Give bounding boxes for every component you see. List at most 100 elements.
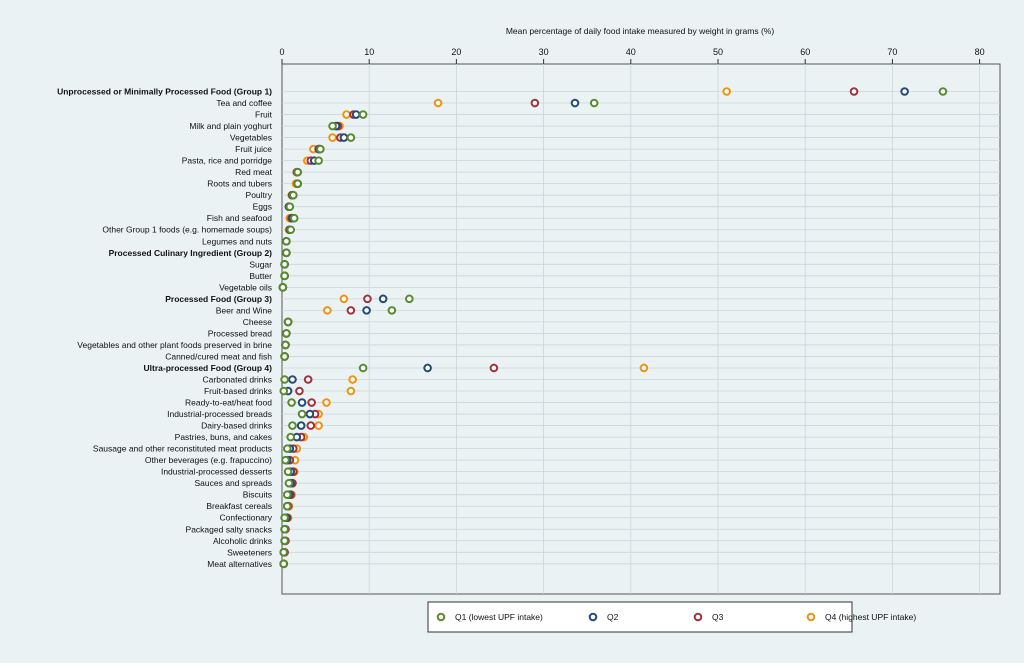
category-label: Carbonated drinks [203, 375, 272, 385]
category-label: Canned/cured meat and fish [165, 351, 272, 361]
legend-label-q1: Q1 (lowest UPF intake) [455, 612, 543, 622]
data-point-q1 [286, 225, 296, 235]
data-point-q1 [288, 421, 297, 430]
data-point-q1 [282, 329, 291, 338]
data-point-q2 [297, 398, 307, 407]
data-point-q4 [342, 110, 351, 119]
data-point-q1 [387, 306, 397, 315]
data-point-q4 [348, 375, 357, 384]
data-point-q1 [280, 352, 289, 361]
data-points [278, 87, 948, 569]
category-label: Biscuits [243, 490, 272, 500]
category-label: Fruit-based drinks [204, 386, 272, 396]
category-label: Alcoholic drinks [213, 536, 272, 546]
data-point-q1 [280, 260, 289, 269]
data-point-q1 [358, 110, 368, 119]
x-tick-label: 50 [713, 47, 723, 57]
category-label: Unprocessed or Minimally Processed Food … [57, 87, 272, 97]
legend-marker-q3 [693, 612, 703, 622]
data-point-q1 [358, 363, 368, 373]
category-label: Industrial-processed breads [167, 409, 272, 419]
category-label: Beer and Wine [216, 305, 272, 315]
data-point-q1 [283, 317, 293, 327]
category-label: Pasta, rice and porridge [182, 156, 273, 166]
category-label: Processed Culinary Ingredient (Group 2) [109, 248, 273, 258]
data-point-q1 [280, 271, 289, 281]
data-point-q1 [279, 559, 289, 569]
data-point-q2 [423, 363, 432, 373]
data-point-q4 [339, 294, 349, 304]
category-label: Confectionary [220, 513, 273, 523]
x-axis-ticks: 0 10 20 30 40 50 60 70 80 [279, 47, 985, 64]
data-point-q1 [293, 167, 302, 177]
data-point-q2 [378, 294, 388, 304]
category-label: Sweeteners [227, 547, 272, 557]
data-point-q2 [900, 87, 909, 96]
data-point-q3 [849, 87, 859, 96]
data-point-q1 [279, 548, 289, 557]
data-point-q1 [285, 202, 295, 211]
data-point-q1 [280, 375, 289, 384]
data-point-q2 [339, 133, 349, 142]
plot-area [281, 63, 1001, 595]
data-point-q1 [282, 501, 292, 511]
x-tick-label: 80 [975, 47, 985, 57]
legend-label-q3: Q3 [712, 612, 724, 622]
data-point-q1 [287, 398, 296, 407]
data-point-q4 [322, 398, 331, 407]
data-point-q4 [323, 306, 332, 315]
category-label: Processed bread [208, 328, 273, 338]
category-label: Eggs [253, 202, 272, 212]
x-axis-title: Mean percentage of daily food intake mea… [506, 26, 775, 36]
x-tick-label: 60 [800, 47, 810, 57]
data-point-q1 [286, 432, 296, 442]
category-label: Vegetables [230, 133, 272, 143]
category-label: Red meat [235, 167, 272, 177]
legend-label-q4: Q4 (highest UPF intake) [825, 612, 916, 622]
category-label: Ultra-processed Food (Group 4) [144, 363, 273, 373]
data-point-q1 [282, 490, 292, 500]
data-point-q1 [284, 478, 294, 488]
data-point-q4 [639, 363, 649, 373]
legend-marker-q4 [806, 612, 816, 622]
data-point-q1 [346, 133, 356, 142]
data-point-q1 [314, 156, 323, 165]
data-point-q3 [530, 98, 540, 108]
data-point-q1 [280, 524, 289, 534]
data-point-q3 [489, 363, 499, 373]
x-tick-label: 40 [626, 47, 636, 57]
data-point-q2 [362, 306, 371, 315]
data-point-q2 [570, 98, 580, 108]
category-label: Fruit juice [235, 144, 272, 154]
data-point-q4 [328, 133, 337, 142]
data-point-q2 [288, 375, 297, 384]
category-label: Legumes and nuts [202, 236, 272, 246]
data-point-q2 [351, 110, 361, 119]
legend-items: Q1 (lowest UPF intake) Q2 Q3 Q4 (highest UP… [436, 612, 916, 622]
category-label: Vegetables and other plant foods preserv… [77, 340, 272, 350]
data-point-q1 [297, 409, 307, 419]
category-label: Roots and tubers [207, 179, 272, 189]
data-point-q4 [346, 386, 356, 396]
category-label: Industrial-processed desserts [161, 467, 272, 477]
data-point-q1 [280, 513, 289, 523]
category-labels: Unprocessed or Minimally Processed Food … [57, 87, 273, 569]
data-point-q1 [281, 340, 290, 350]
category-label: Butter [249, 271, 272, 281]
data-point-q1 [278, 283, 288, 292]
category-label: Tea and coffee [216, 98, 272, 108]
data-point-q2 [296, 421, 306, 430]
data-point-q3 [363, 294, 372, 304]
horizontal-gridlines [282, 91, 1000, 565]
category-label: Processed Food (Group 3) [165, 294, 272, 304]
category-label: Dairy-based drinks [201, 421, 272, 431]
legend-label-q2: Q2 [607, 612, 619, 622]
category-label: Ready-to-eat/heat food [185, 398, 272, 408]
legend-box [427, 601, 853, 633]
category-label: Sauces and spreads [195, 478, 273, 488]
data-point-q3 [295, 386, 304, 396]
data-point-q3 [346, 306, 356, 315]
data-point-q1 [316, 144, 325, 154]
data-point-q1 [289, 190, 298, 200]
data-point-q1 [282, 444, 292, 453]
